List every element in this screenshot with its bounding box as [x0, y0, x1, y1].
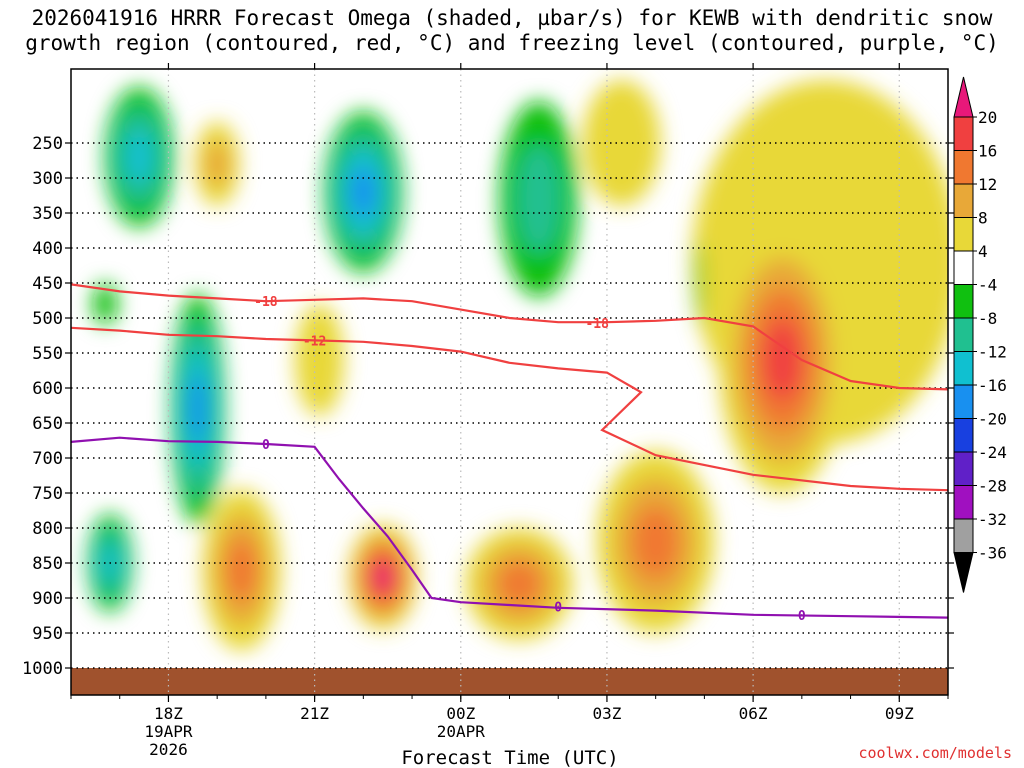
contour-label: -12 — [303, 334, 326, 349]
x-tick-label: 20APR — [437, 722, 486, 741]
colorbar-bin — [953, 485, 974, 520]
colorbar-bin — [953, 183, 974, 218]
colorbar-bin — [953, 518, 974, 553]
contour-label: -18 — [585, 317, 609, 332]
credit-text: coolwx.com/models — [858, 744, 1012, 762]
omega-cell — [763, 319, 802, 401]
omega-cell — [295, 304, 344, 416]
y-tick-label: 450 — [32, 274, 63, 294]
title-line-2: growth region (contoured, red, °C) and f… — [25, 31, 999, 55]
colorbar-bottom-arrow — [953, 552, 974, 593]
x-tick-label: 00Z — [446, 704, 475, 723]
colorbar-bin — [953, 451, 974, 486]
y-tick-label: 350 — [32, 204, 63, 224]
colorbar-bin — [953, 351, 974, 386]
y-tick-label: 400 — [32, 239, 63, 259]
y-tick-label: 550 — [32, 344, 63, 364]
colorbar-label: -8 — [978, 309, 997, 328]
x-tick-label: 09Z — [885, 704, 914, 723]
omega-cell — [516, 143, 561, 255]
omega-cell — [125, 129, 153, 185]
y-tick-label: 850 — [32, 554, 63, 574]
omega-cell — [351, 167, 376, 217]
y-tick-label: 600 — [32, 379, 63, 399]
colorbar-top-arrow — [953, 76, 974, 118]
colorbar-label: -28 — [978, 477, 1007, 496]
colorbar: 20 16 12 8 4 -4 -8 -12 -16 -20 -24 -28 -32 -36 — [953, 76, 1007, 593]
x-tick-label: 06Z — [739, 704, 768, 723]
y-tick-label: 900 — [32, 589, 63, 609]
colorbar-label: -12 — [978, 343, 1007, 362]
contour-label: 0 — [554, 600, 562, 615]
contour-line--18 — [71, 283, 948, 391]
omega-cell — [204, 140, 230, 188]
omega-cell — [632, 506, 679, 578]
omega-cell — [374, 564, 392, 590]
axes: 250 300 350 400 450 500 550 600 650 700 750 800 850 9… — [22, 63, 954, 768]
colorbar-label: -16 — [978, 376, 1007, 395]
colorbar-bin — [953, 284, 974, 319]
colorbar-bin — [953, 116, 974, 151]
colorbar-label: -24 — [978, 443, 1007, 462]
contour-label: 0 — [262, 438, 270, 453]
contour-line--12 — [71, 326, 948, 492]
omega-cell — [189, 374, 206, 444]
y-tick-label: 750 — [32, 484, 63, 504]
colorbar-label: 16 — [978, 142, 997, 161]
y-tick-label: 800 — [32, 519, 63, 539]
x-tick-label: 21Z — [300, 704, 329, 723]
colorbar-label: 12 — [978, 175, 997, 194]
colorbar-label: 8 — [978, 209, 988, 228]
colorbar-bin — [953, 384, 974, 419]
x-tick-label: 18Z — [154, 704, 183, 723]
ground-strip — [71, 668, 948, 695]
y-tick-label: 500 — [32, 309, 63, 329]
contour-label: 0 — [798, 609, 806, 624]
colorbar-bin — [953, 150, 974, 185]
y-tick-label: 300 — [32, 169, 63, 189]
y-tick-label: 950 — [32, 624, 63, 644]
colorbar-bin — [953, 317, 974, 352]
colorbar-label: 20 — [978, 108, 997, 127]
y-tick-label: 250 — [32, 134, 63, 154]
x-tick-label: 03Z — [592, 704, 621, 723]
omega-cell — [92, 283, 118, 325]
contour-label: -18 — [254, 295, 278, 310]
colorbar-label: -36 — [978, 544, 1007, 563]
colorbar-label: 4 — [978, 242, 988, 261]
contour-line-0 — [71, 436, 948, 619]
title-line-1: 2026041916 HRRR Forecast Omega (shaded, … — [31, 6, 993, 30]
colorbar-bin — [953, 217, 974, 252]
y-tick-label: 1000 — [22, 659, 63, 679]
colorbar-label: -20 — [978, 410, 1007, 429]
colorbar-bin — [953, 250, 974, 285]
plot-area: -18 -18 -12 0 0 0 — [71, 69, 948, 695]
colorbar-bin — [953, 418, 974, 453]
x-tick-label: 2026 — [149, 740, 188, 759]
colorbar-label: -32 — [978, 510, 1007, 529]
x-axis-title: Forecast Time (UTC) — [401, 747, 618, 768]
y-tick-label: 650 — [32, 414, 63, 434]
omega-cell — [695, 241, 704, 325]
y-tick-label: 700 — [32, 449, 63, 469]
omega-field — [88, 80, 948, 651]
omega-cell — [498, 561, 541, 607]
omega-field-blur — [88, 80, 948, 651]
x-tick-label: 19APR — [144, 722, 193, 741]
chart-title: 2026041916 HRRR Forecast Omega (shaded, … — [0, 6, 1024, 56]
colorbar-label: -4 — [978, 276, 997, 295]
omega-cell — [226, 538, 257, 602]
